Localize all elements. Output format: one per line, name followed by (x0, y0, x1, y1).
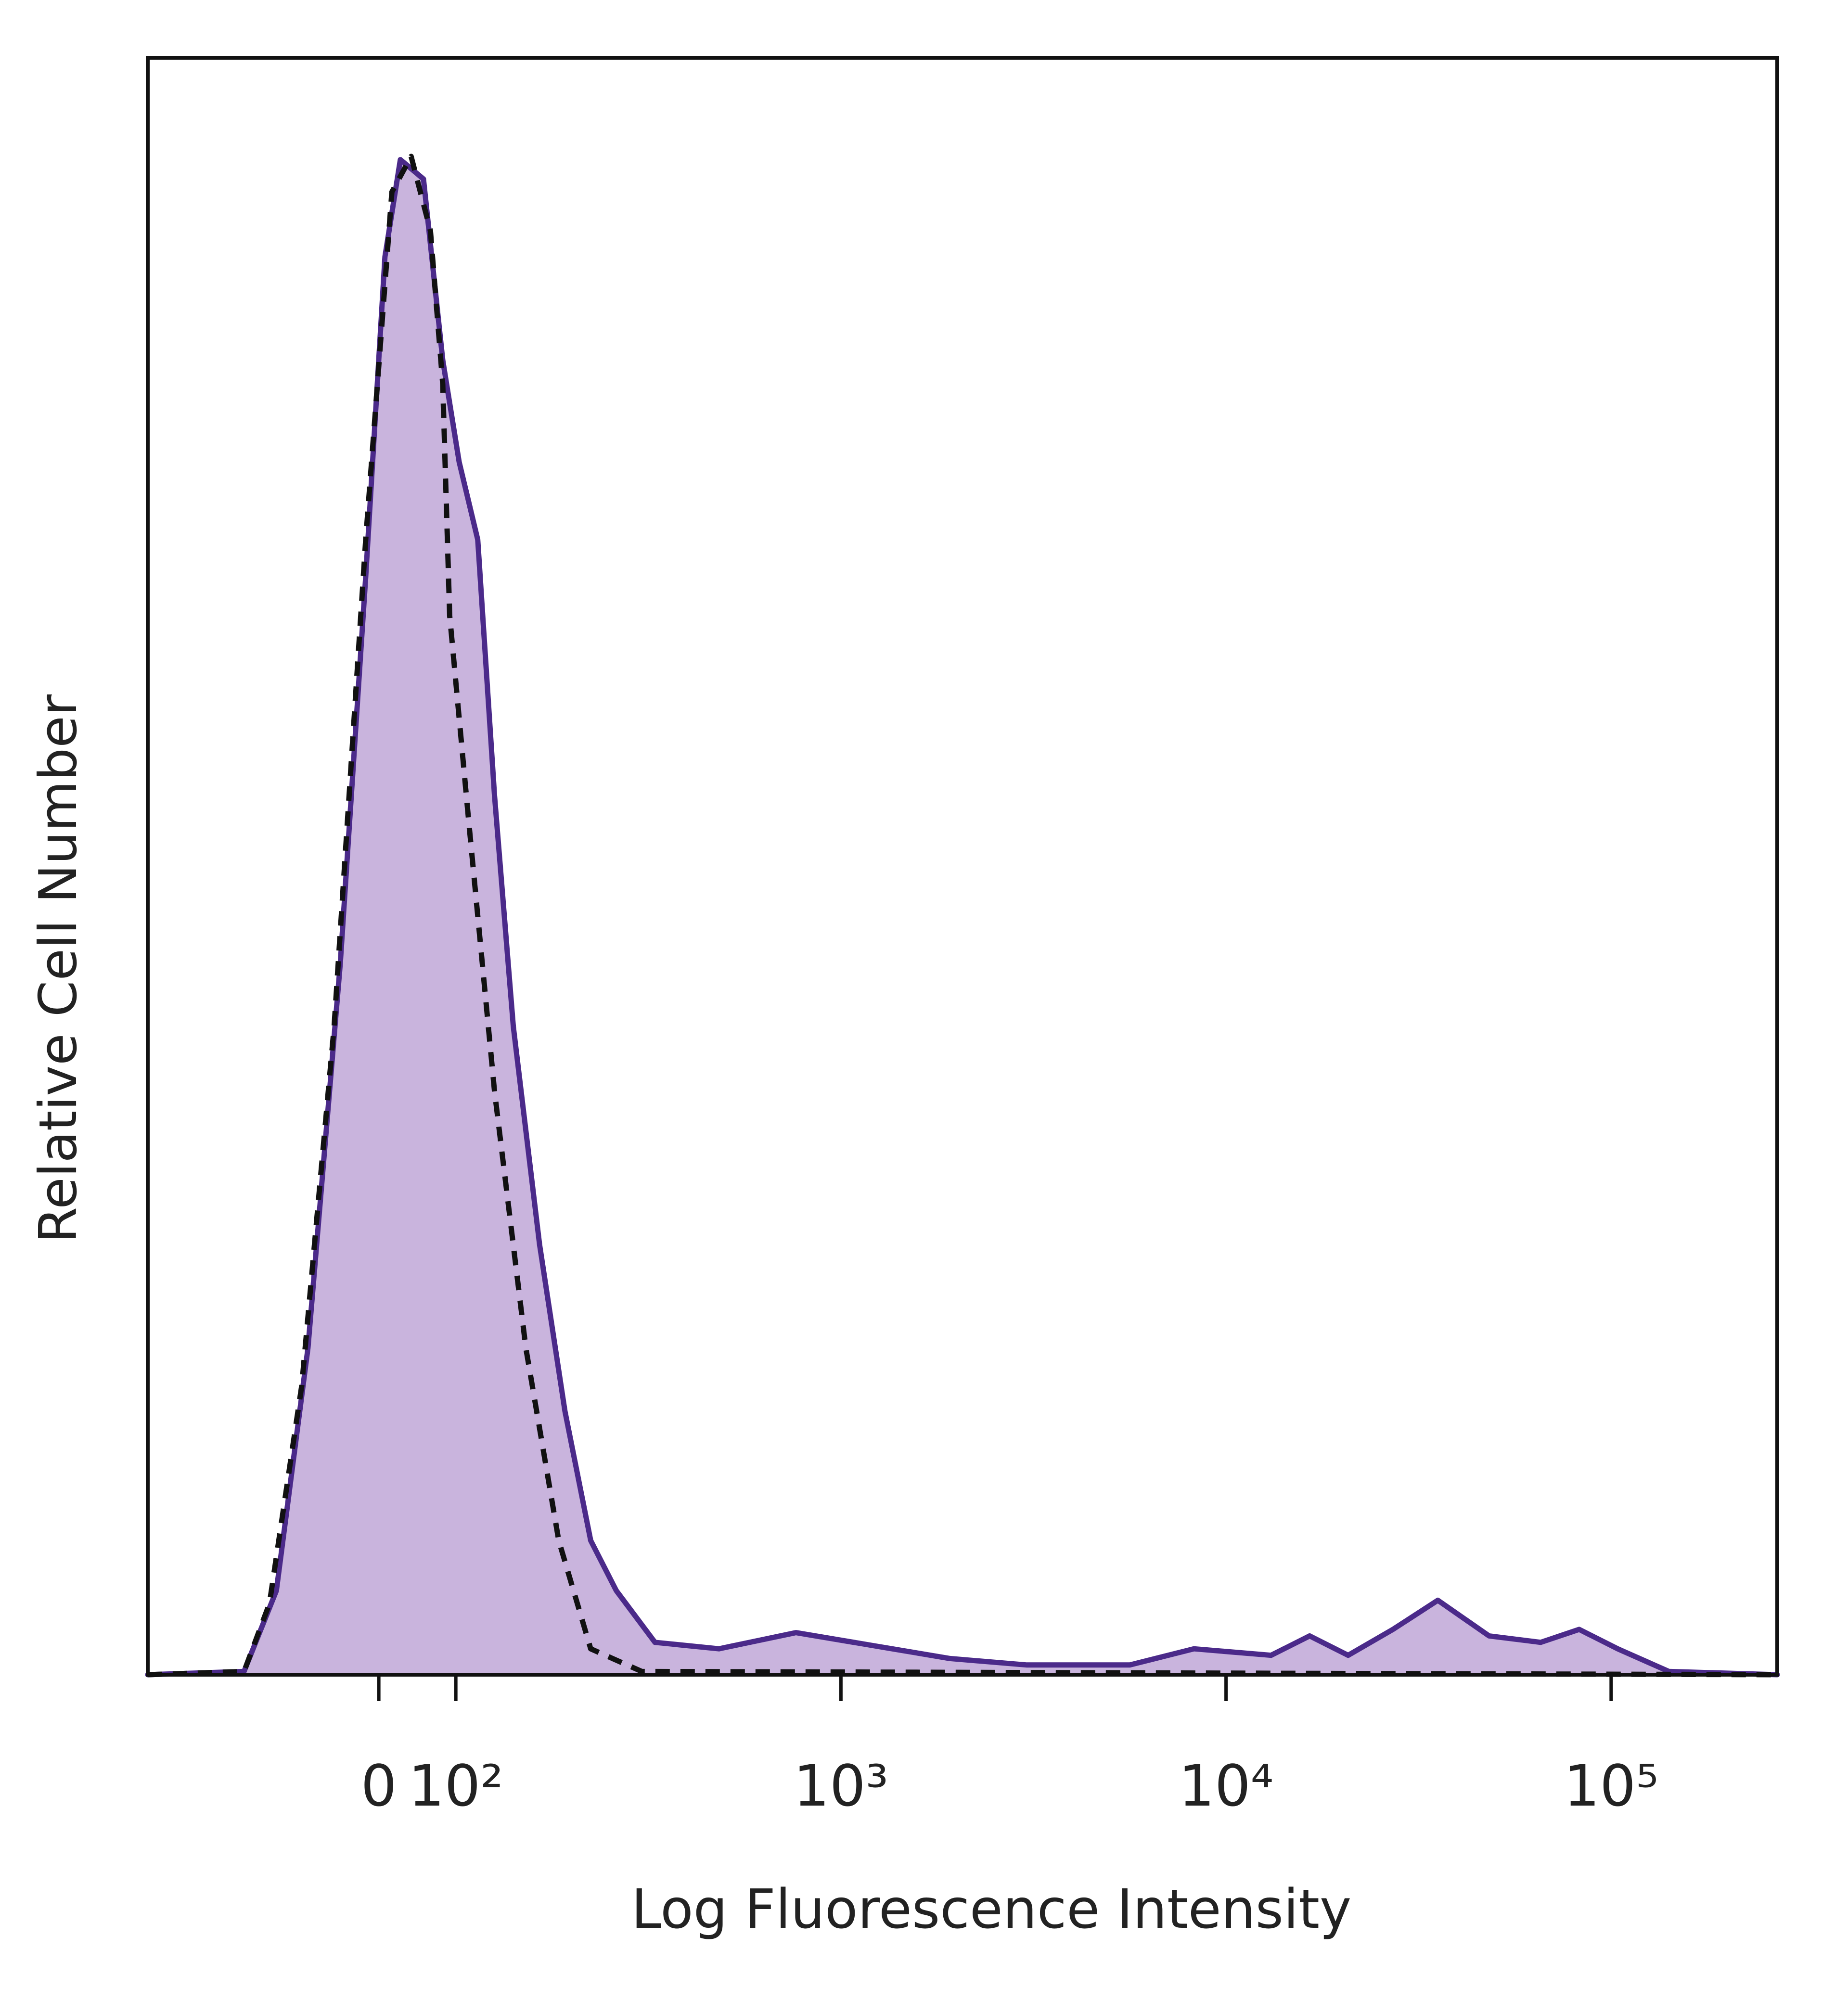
dashed-histogram (147, 154, 1778, 1678)
plot-frame (146, 56, 1779, 1677)
x-tick-label: 10⁵ (1564, 1753, 1658, 1819)
x-axis-title: Log Fluorescence Intensity (631, 1878, 1352, 1941)
x-tick-label: 10⁴ (1179, 1753, 1273, 1819)
x-tick-label: 10² (408, 1753, 503, 1819)
x-tick-label: 0 (361, 1753, 397, 1819)
y-axis-title: Relative Cell Number (28, 694, 89, 1243)
x-tick-label: 10³ (794, 1753, 888, 1819)
filled-histogram (145, 157, 1780, 1678)
